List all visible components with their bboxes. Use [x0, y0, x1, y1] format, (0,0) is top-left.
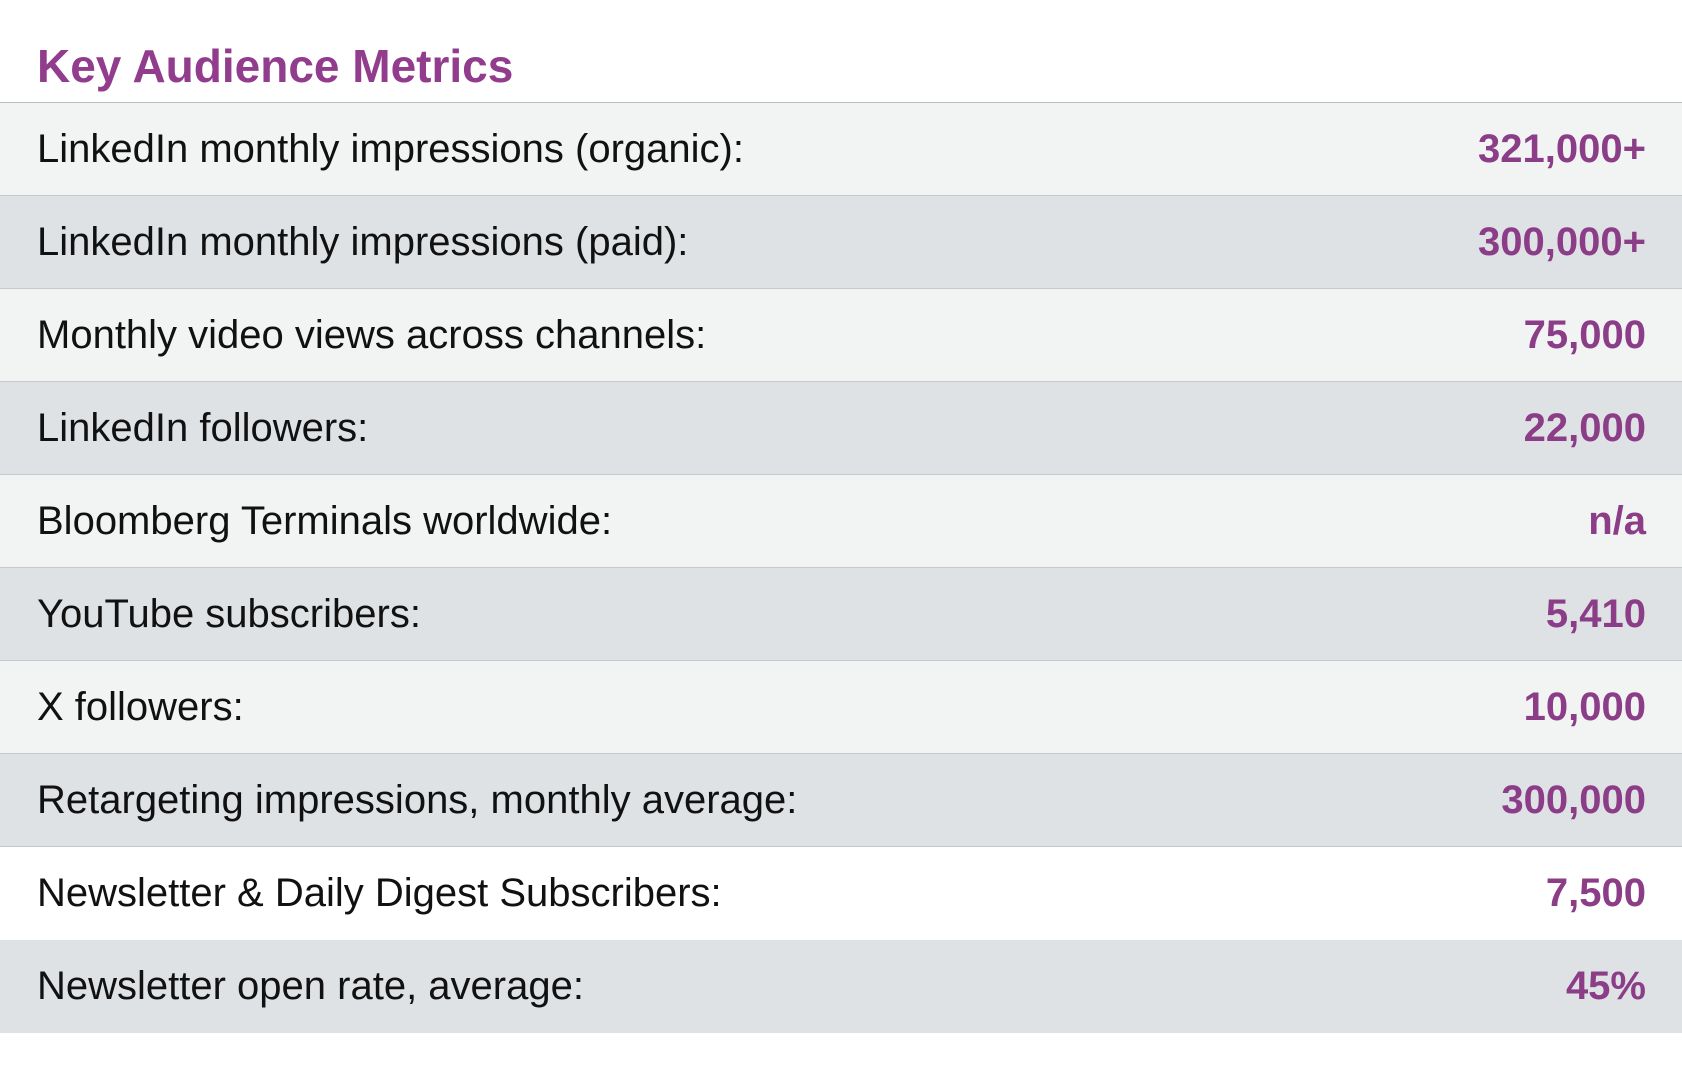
metric-value: 5,410: [1545, 591, 1646, 636]
metric-row-x-followers: X followers: 10,000: [0, 661, 1682, 754]
metric-value: 321,000+: [1478, 126, 1646, 171]
metric-row-retargeting-impressions: Retargeting impressions, monthly average…: [0, 754, 1682, 847]
metric-row-bloomberg-terminals: Bloomberg Terminals worldwide: n/a: [0, 475, 1682, 568]
title-divider: [0, 102, 1682, 103]
page-title: Key Audience Metrics: [37, 40, 514, 92]
metric-value: 10,000: [1523, 684, 1646, 729]
metric-row-linkedin-organic-impressions: LinkedIn monthly impressions (organic): …: [0, 103, 1682, 196]
metric-value: 300,000: [1501, 777, 1646, 822]
metric-row-newsletter-subscribers: Newsletter & Daily Digest Subscribers: 7…: [0, 847, 1682, 940]
metric-row-video-views: Monthly video views across channels: 75,…: [0, 289, 1682, 382]
metric-label: Newsletter & Daily Digest Subscribers:: [37, 871, 722, 915]
metric-label: Retargeting impressions, monthly average…: [37, 777, 798, 822]
metric-value: 300,000+: [1478, 219, 1646, 264]
metric-value: 45%: [1565, 964, 1646, 1008]
metric-label: YouTube subscribers:: [37, 591, 421, 636]
metric-label: LinkedIn monthly impressions (organic):: [37, 126, 744, 171]
metric-row-youtube-subscribers: YouTube subscribers: 5,410: [0, 568, 1682, 661]
metric-label: Newsletter open rate, average:: [37, 964, 584, 1008]
metric-row-newsletter-open-rate: Newsletter open rate, average: 45%: [0, 940, 1682, 1033]
metric-row-linkedin-followers: LinkedIn followers: 22,000: [0, 382, 1682, 475]
metric-label: LinkedIn monthly impressions (paid):: [37, 219, 689, 264]
metric-label: LinkedIn followers:: [37, 405, 369, 450]
metric-value: 75,000: [1523, 312, 1646, 357]
metric-label: X followers:: [37, 684, 244, 729]
metric-value: 22,000: [1523, 405, 1646, 450]
metric-row-linkedin-paid-impressions: LinkedIn monthly impressions (paid): 300…: [0, 196, 1682, 289]
metric-label: Bloomberg Terminals worldwide:: [37, 498, 613, 543]
metric-value: 7,500: [1545, 871, 1646, 915]
metric-value: n/a: [1588, 498, 1646, 543]
metric-label: Monthly video views across channels:: [37, 312, 707, 357]
metrics-table: LinkedIn monthly impressions (organic): …: [0, 103, 1682, 1033]
